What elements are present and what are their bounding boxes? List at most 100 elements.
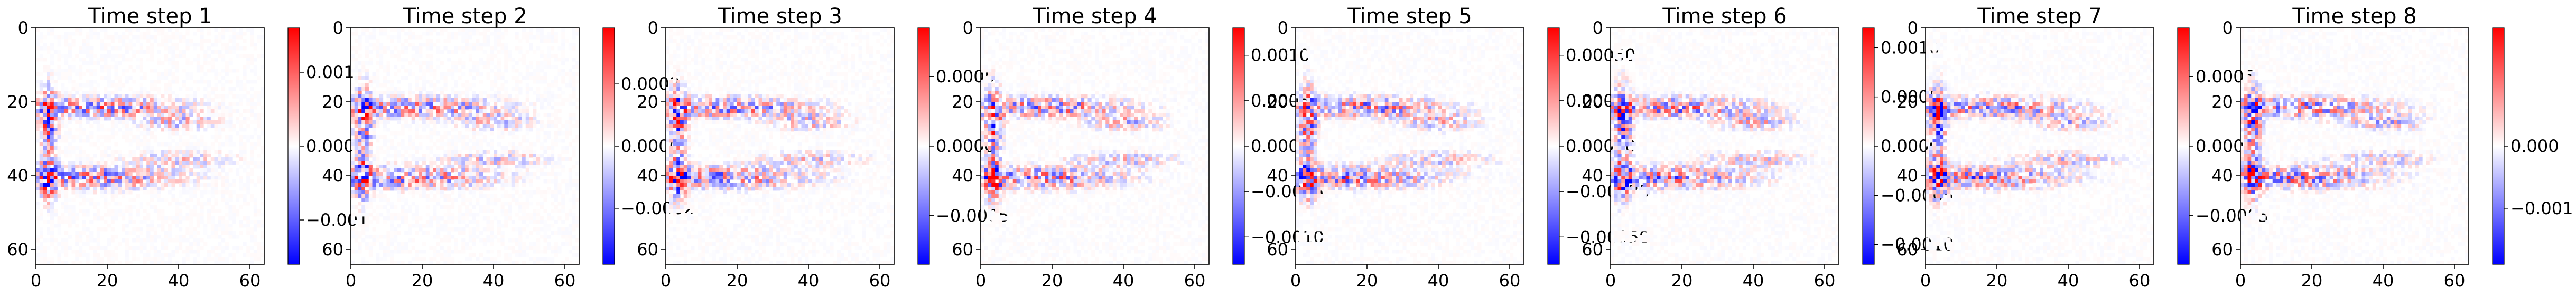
heatmap-cell	[518, 87, 523, 91]
heatmap-cell	[376, 150, 380, 154]
heatmap-cell	[572, 213, 576, 217]
heatmap-cell	[411, 109, 415, 113]
heatmap-cell	[540, 80, 544, 84]
heatmap-cell	[511, 194, 515, 198]
heatmap-cell	[361, 172, 366, 176]
heatmap-cell	[522, 242, 526, 246]
heatmap-cell	[376, 124, 380, 128]
heatmap-cell	[372, 168, 376, 173]
heatmap-cell	[139, 250, 143, 254]
heatmap-cell	[128, 139, 133, 143]
heatmap-cell	[397, 179, 401, 184]
heatmap-cell	[47, 124, 51, 128]
heatmap-cell	[193, 250, 197, 254]
heatmap-cell	[61, 187, 65, 191]
heatmap-cell	[419, 190, 423, 195]
heatmap-cell	[565, 124, 569, 128]
heatmap-cell	[146, 102, 151, 106]
heatmap-cell	[243, 32, 247, 36]
heatmap-cell	[568, 168, 572, 173]
heatmap-cell	[68, 179, 72, 184]
heatmap-cell	[153, 246, 157, 250]
heatmap-cell	[36, 120, 40, 124]
heatmap-cell	[193, 183, 197, 187]
heatmap-cell	[479, 205, 483, 209]
heatmap-cell	[228, 227, 233, 232]
heatmap-cell	[250, 146, 254, 150]
heatmap-cell	[175, 28, 179, 32]
heatmap-cell	[125, 250, 129, 254]
heatmap-cell	[533, 209, 537, 213]
heatmap-cell	[472, 83, 476, 88]
heatmap-cell	[454, 161, 458, 165]
heatmap-cell	[465, 179, 469, 184]
heatmap-cell	[64, 190, 69, 195]
heatmap-cell	[82, 202, 86, 206]
heatmap-cell	[376, 183, 380, 187]
heatmap-cell	[565, 183, 569, 187]
heatmap-cell	[189, 120, 193, 124]
heatmap-cell	[100, 183, 104, 187]
heatmap-cell	[397, 142, 401, 147]
heatmap-cell	[401, 58, 405, 62]
heatmap-cell	[390, 202, 394, 206]
heatmap-cell	[164, 91, 169, 95]
heatmap-cell	[433, 209, 437, 213]
heatmap-cell	[236, 120, 240, 124]
heatmap-cell	[379, 113, 384, 117]
heatmap-cell	[110, 83, 115, 88]
heatmap-cell	[518, 194, 523, 198]
heatmap-cell	[136, 235, 140, 239]
heatmap-cell	[171, 179, 175, 184]
heatmap-cell	[157, 50, 161, 54]
heatmap-cell	[214, 35, 218, 40]
heatmap-cell	[536, 242, 541, 246]
heatmap-cell	[36, 161, 40, 165]
heatmap-cell	[458, 187, 462, 191]
heatmap-cell	[533, 216, 537, 221]
heatmap-cell	[433, 183, 437, 187]
heatmap-cell	[200, 194, 204, 198]
heatmap-cell	[203, 94, 208, 99]
heatmap-cell	[57, 117, 61, 121]
heatmap-cell	[575, 65, 580, 69]
heatmap-cell	[153, 179, 157, 184]
heatmap-cell	[164, 87, 169, 91]
heatmap-cell	[146, 165, 151, 169]
heatmap-cell	[214, 131, 218, 136]
heatmap-cell	[572, 124, 576, 128]
heatmap-cell	[246, 220, 250, 224]
heatmap-cell	[136, 94, 140, 99]
heatmap-cell	[175, 157, 179, 161]
heatmap-cell	[232, 161, 236, 165]
heatmap-cell	[397, 50, 401, 54]
heatmap-cell	[203, 80, 208, 84]
heatmap-cell	[39, 257, 43, 261]
heatmap-cell	[89, 142, 94, 147]
heatmap-cell	[536, 94, 541, 99]
heatmap-cell	[476, 109, 480, 113]
heatmap-cell	[554, 135, 558, 139]
heatmap-cell	[139, 179, 143, 184]
heatmap-cell	[433, 98, 437, 102]
heatmap-cell	[68, 176, 72, 180]
heatmap-cell	[500, 113, 505, 117]
heatmap-cell	[440, 224, 444, 228]
heatmap-cell	[443, 113, 448, 117]
heatmap-cell	[221, 43, 226, 47]
heatmap-cell	[196, 139, 200, 143]
heatmap-cell	[476, 102, 480, 106]
heatmap-cell	[429, 128, 433, 132]
heatmap-cell	[150, 157, 154, 161]
heatmap-cell	[479, 117, 483, 121]
heatmap-cell	[261, 213, 265, 217]
heatmap-cell	[504, 190, 508, 195]
heatmap-cell	[394, 154, 398, 158]
heatmap-cell	[394, 172, 398, 176]
heatmap-cell	[482, 61, 487, 65]
heatmap-cell	[408, 231, 412, 235]
heatmap-cell	[540, 39, 544, 43]
heatmap-cell	[436, 117, 441, 121]
heatmap-cell	[472, 128, 476, 132]
heatmap-cell	[479, 43, 483, 47]
